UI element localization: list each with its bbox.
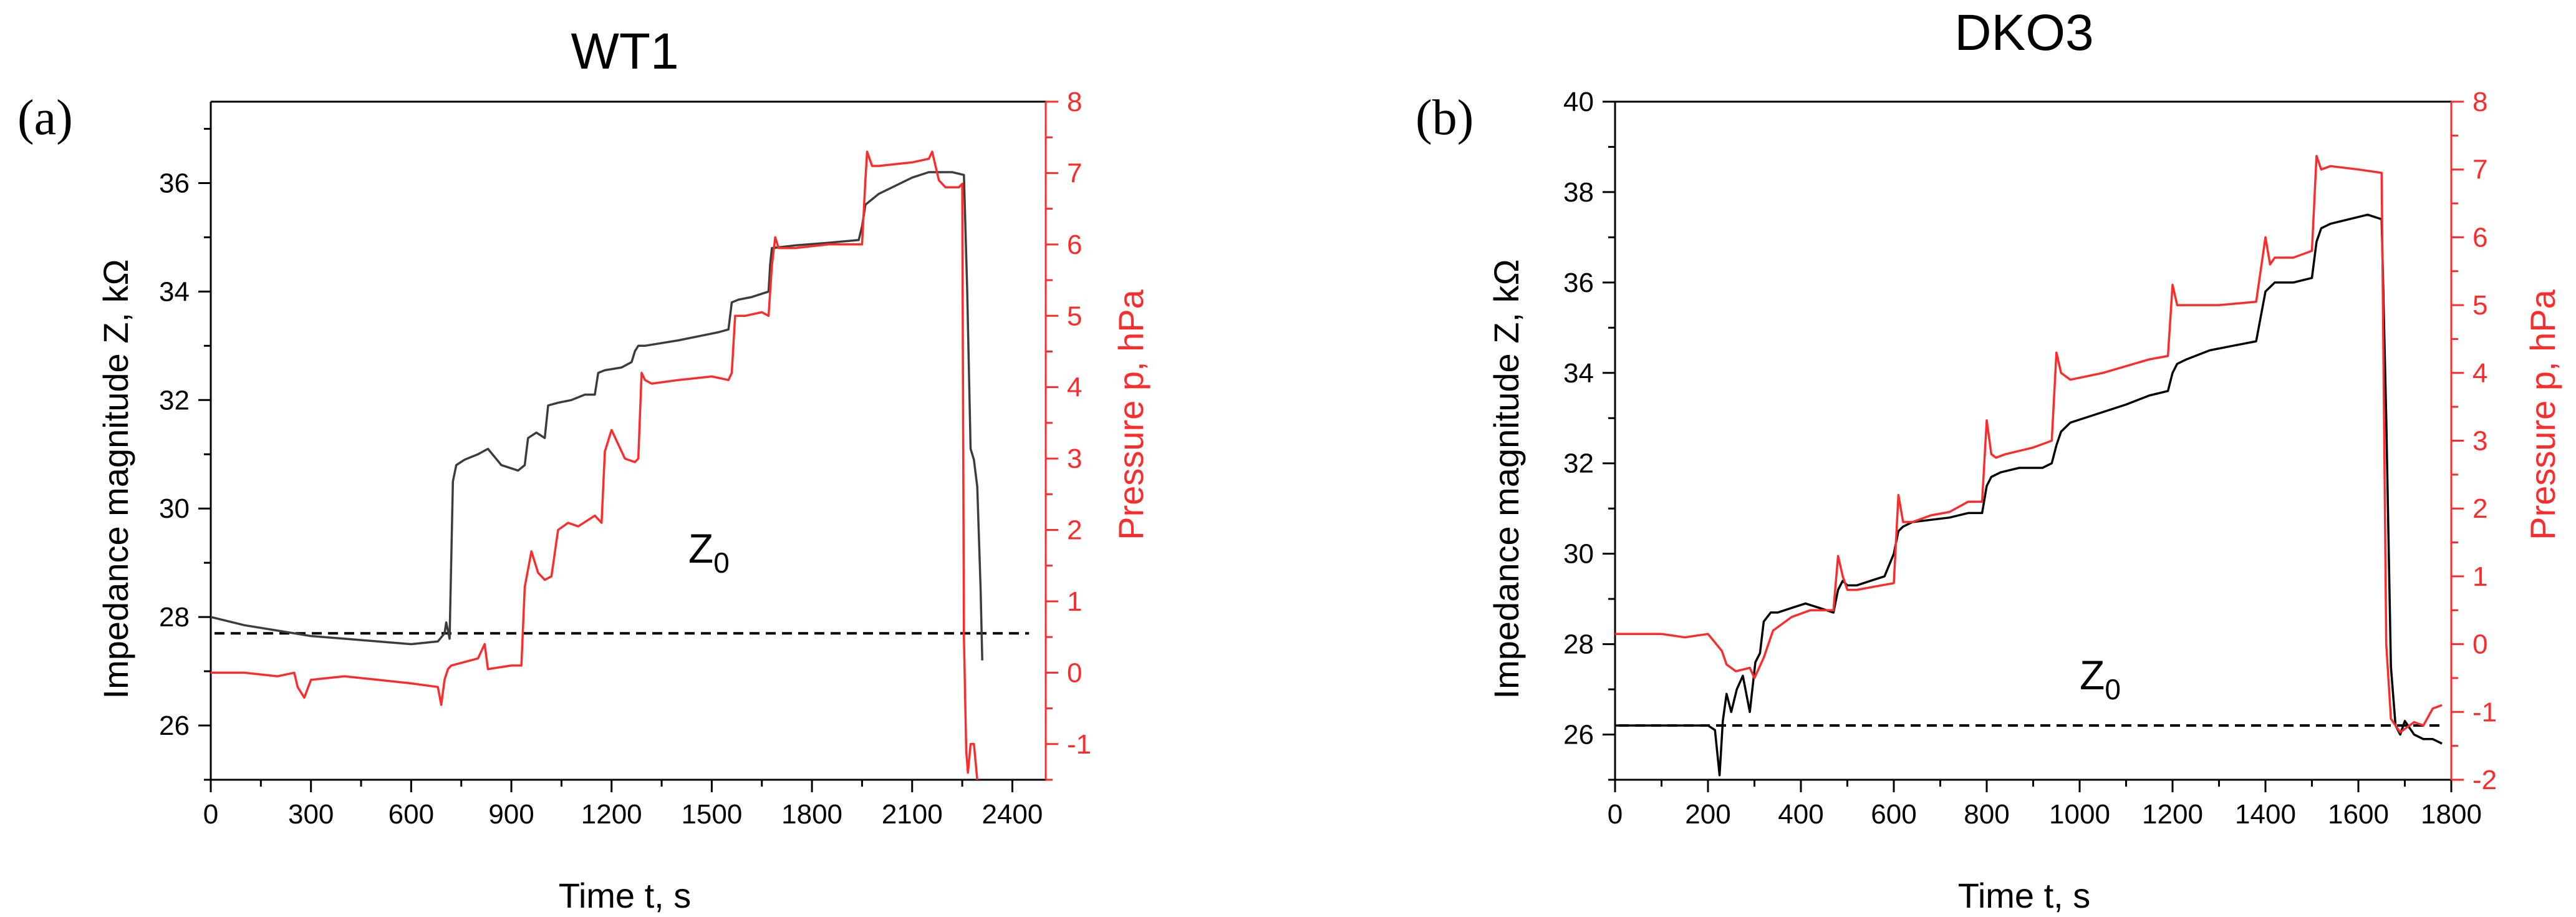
x-tick-label: 1000	[2049, 799, 2110, 830]
reference-z0-label: Z0	[2080, 652, 2121, 706]
x-tick-label: 1800	[781, 799, 842, 830]
y2-tick-label: 5	[1067, 301, 1082, 331]
x-tick-label: 600	[1871, 799, 1916, 830]
y2-tick-label: 0	[2472, 629, 2487, 660]
tick-labels-a: 0 300 600 900 1200 1500 1800 2100 24002628303234…	[159, 87, 1091, 830]
reference-line-a: Z0	[215, 525, 1030, 635]
x-axis-title-b: Time t, s	[1958, 876, 2091, 915]
reference-line-b: Z0	[1619, 652, 2443, 727]
y-tick-label: 36	[1563, 268, 1594, 298]
x-axis-title-a: Time t, s	[559, 876, 692, 915]
panel-label-b: (b)	[1416, 90, 1474, 145]
axis-ticks-b	[1603, 100, 2464, 792]
y2-tick-label: 5	[2472, 290, 2487, 321]
x-tick-label: 1400	[2235, 799, 2296, 830]
x-tick-label: 1200	[2142, 799, 2203, 830]
impedance-series-line	[1615, 213, 2443, 777]
x-tick-label: 1800	[2421, 799, 2482, 830]
y-tick-label: 36	[159, 168, 190, 198]
y-axis-title-b: Impedance magnitude Z, kΩ	[1487, 260, 1526, 699]
y2-tick-label: 6	[1067, 230, 1082, 260]
y-tick-label: 28	[1563, 629, 1594, 660]
y2-tick-label: -1	[1067, 729, 1091, 760]
axis-ticks-a	[198, 100, 1058, 792]
tick-labels-b: 0 200 400 600 800 1000 1200 1400 1600 18002628303…	[1563, 87, 2497, 830]
y-tick-label: 30	[159, 493, 190, 524]
y2-tick-label: 8	[2472, 87, 2487, 117]
y-tick-label: 28	[159, 602, 190, 633]
x-tick-label: 400	[1778, 799, 1823, 830]
plot-frame-b	[1614, 100, 2453, 781]
y2-tick-label: 3	[1067, 444, 1082, 474]
x-tick-label: 0	[1608, 799, 1623, 830]
y2-tick-label: 1	[1067, 586, 1082, 617]
x-tick-label: 800	[1964, 799, 2009, 830]
y-tick-label: 32	[1563, 449, 1594, 479]
y2-axis-title-a: Pressure p, hPa	[1111, 289, 1151, 540]
y-tick-label: 32	[159, 385, 190, 415]
chart-panel-b: (b) DKO3 Time t, s Impedance magnitude Z…	[1416, 4, 2562, 915]
chart-panel-a: (a) WT1 Time t, s Impedance magnitude Z,…	[17, 23, 1151, 915]
y-tick-label: 26	[159, 711, 190, 741]
y2-tick-label: 0	[1067, 657, 1082, 688]
y2-tick-label: 7	[1067, 158, 1082, 188]
x-tick-label: 300	[288, 799, 334, 830]
series-layer-b	[1615, 155, 2443, 777]
chart-title-a: WT1	[571, 23, 678, 80]
y-tick-label: 30	[1563, 539, 1594, 570]
y2-tick-label: 7	[2472, 155, 2487, 185]
x-tick-label: 1200	[581, 799, 642, 830]
y2-tick-label: 4	[2472, 358, 2487, 389]
x-tick-label: 1600	[2328, 799, 2389, 830]
y2-tick-label: 2	[2472, 493, 2487, 524]
y2-tick-label: 1	[2472, 561, 2487, 592]
chart-title-b: DKO3	[1954, 4, 2093, 61]
panel-label-a: (a)	[17, 90, 73, 145]
x-tick-label: 900	[488, 799, 534, 830]
reference-z0-label: Z0	[688, 525, 730, 579]
impedance-series-line	[211, 171, 983, 661]
x-tick-label: 600	[388, 799, 434, 830]
y2-tick-label: 6	[2472, 222, 2487, 253]
x-tick-label: 200	[1685, 799, 1730, 830]
y-tick-label: 34	[1563, 358, 1594, 389]
y2-tick-label: 2	[1067, 515, 1082, 546]
y2-axis-title-b: Pressure p, hPa	[2523, 289, 2562, 540]
y-tick-label: 26	[1563, 720, 1594, 750]
x-tick-label: 2100	[882, 799, 943, 830]
y2-tick-label: 4	[1067, 372, 1082, 403]
series-layer-a	[211, 150, 983, 780]
pressure-series-line	[211, 150, 978, 780]
x-tick-label: 2400	[982, 799, 1043, 830]
y2-tick-label: -1	[2472, 697, 2497, 727]
y2-tick-label: 8	[1067, 87, 1082, 117]
x-tick-label: 1500	[681, 799, 742, 830]
y2-tick-label: 3	[2472, 426, 2487, 457]
y2-tick-label: -2	[2472, 765, 2497, 795]
y-tick-label: 40	[1563, 87, 1594, 117]
x-tick-label: 0	[203, 799, 218, 830]
y-tick-label: 38	[1563, 177, 1594, 208]
y-tick-label: 34	[159, 276, 190, 307]
y-axis-title-a: Impedance magnitude Z, kΩ	[96, 260, 135, 699]
pressure-series-line	[1615, 155, 2443, 734]
plot-frame-a	[210, 100, 1047, 781]
